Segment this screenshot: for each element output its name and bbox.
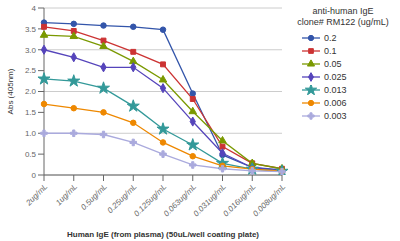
svg-text:4: 4: [32, 4, 37, 13]
svg-text:2ug/mL: 2ug/mL: [23, 182, 49, 208]
svg-text:2.0: 2.0: [25, 87, 37, 96]
html-text:0.2: 0.2: [324, 32, 337, 43]
html-text:0.013: 0.013: [324, 84, 347, 95]
svg-text:1.5: 1.5: [25, 108, 37, 117]
svg-text:2.5: 2.5: [25, 66, 37, 75]
svg-text:0: 0: [32, 171, 37, 180]
svg-text:3.0: 3.0: [25, 46, 37, 55]
svg-text:3.5: 3.5: [25, 25, 37, 34]
svg-text:Human IgE (from plasma) (50uL/: Human IgE (from plasma) (50uL/well coati…: [67, 230, 259, 239]
html-text:clone# RM122 (ug/mL): clone# RM122 (ug/mL): [297, 17, 389, 27]
svg-text:1.0: 1.0: [25, 129, 37, 138]
html-text:anti-human IgE: anti-human IgE: [312, 6, 374, 16]
svg-text:0.008ug/mL: 0.008ug/mL: [251, 182, 287, 218]
svg-text:Abs (405nm): Abs (405nm): [8, 68, 15, 114]
svg-text:0.016ug/mL: 0.016ug/mL: [221, 182, 258, 219]
html-text:0.025: 0.025: [324, 71, 347, 82]
svg-text:0.125ug/mL: 0.125ug/mL: [132, 182, 169, 219]
svg-text:0.5: 0.5: [25, 150, 37, 159]
svg-text:0.5ug/mL: 0.5ug/mL: [79, 182, 109, 212]
html-text:0.1: 0.1: [324, 45, 337, 56]
svg-text:1ug/mL: 1ug/mL: [54, 182, 79, 207]
svg-text:0.25ug/mL: 0.25ug/mL: [105, 182, 139, 216]
html-text:0.05: 0.05: [324, 58, 342, 69]
html-text:0.003: 0.003: [324, 110, 347, 121]
svg-text:0.031ug/mL: 0.031ug/mL: [191, 182, 228, 219]
svg-text:0.063ug/mL: 0.063ug/mL: [161, 182, 199, 219]
html-text:0.006: 0.006: [324, 97, 347, 108]
